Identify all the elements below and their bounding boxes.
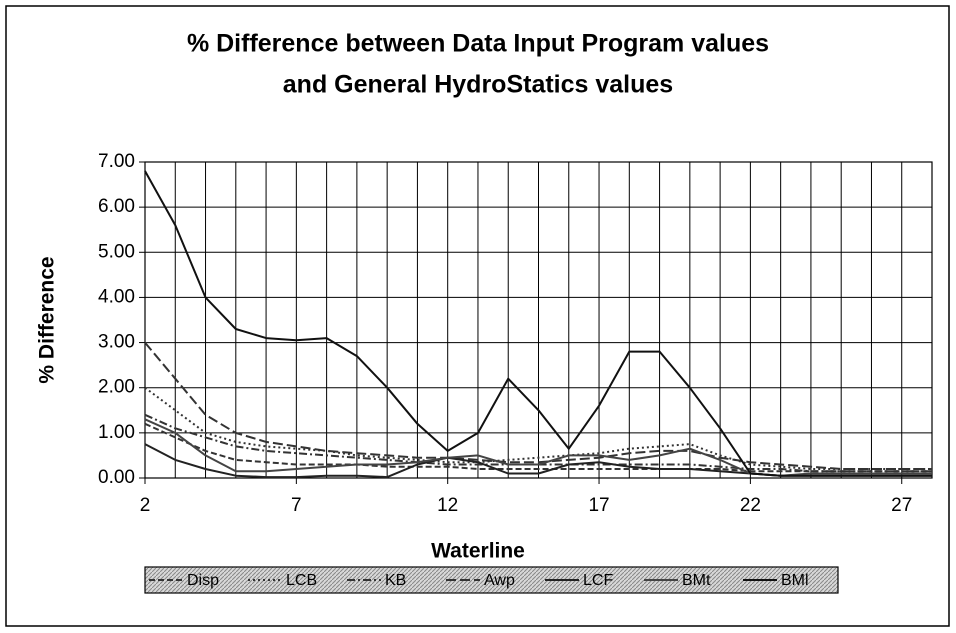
legend-label: Disp: [187, 572, 219, 589]
legend-label: BMt: [682, 572, 711, 589]
series-line: [144, 418, 932, 477]
x-tick-label: 2: [140, 495, 151, 516]
y-tick-label: 0.00: [98, 467, 135, 488]
x-tick-label: 17: [588, 495, 609, 516]
series-line: [144, 170, 932, 477]
series-line: [144, 413, 932, 473]
y-tick-label: 4.00: [98, 286, 135, 307]
x-tick-label: 27: [891, 495, 912, 516]
series-line: [144, 341, 932, 470]
legend-label: BMl: [781, 572, 809, 589]
legend-label: LCB: [286, 572, 317, 589]
series-line: [144, 422, 932, 473]
x-axis-title: Waterline: [431, 540, 525, 563]
x-tick-label: 22: [740, 495, 761, 516]
series-line: [144, 386, 932, 470]
y-tick-label: 3.00: [98, 332, 135, 353]
y-tick-label: 5.00: [98, 241, 135, 262]
y-tick-label: 7.00: [98, 151, 135, 172]
chart-border: [5, 5, 950, 627]
legend-label: LCF: [583, 572, 613, 589]
chart-title: % Difference between Data Input Program …: [187, 30, 769, 58]
y-axis-title: % Difference: [36, 256, 59, 383]
x-tick-label: 12: [437, 495, 458, 516]
chart-title: and General HydroStatics values: [283, 71, 673, 99]
y-tick-label: 1.00: [98, 422, 135, 443]
legend-label: Awp: [484, 572, 515, 589]
x-tick-label: 7: [291, 495, 302, 516]
legend-label: KB: [385, 572, 406, 589]
y-tick-label: 2.00: [98, 377, 135, 398]
y-tick-label: 6.00: [98, 196, 135, 217]
legend-box: [144, 566, 839, 594]
